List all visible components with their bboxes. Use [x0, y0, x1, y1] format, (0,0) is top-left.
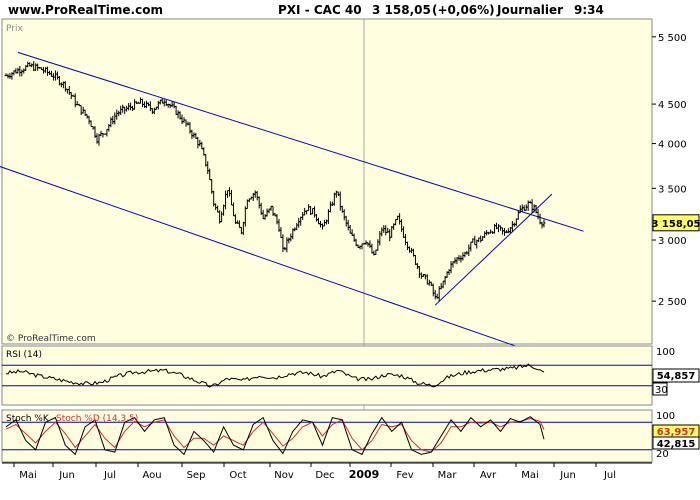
- quote-change: (+0,06%): [432, 3, 495, 17]
- x-tick-label: Nov: [274, 470, 294, 481]
- x-tick-label: Jul: [103, 470, 116, 481]
- x-tick-label: Sep: [187, 470, 206, 481]
- x-tick-label: Aou: [142, 470, 161, 481]
- x-tick-label: Mar: [438, 470, 458, 481]
- price-panel-label: Prix: [6, 24, 23, 34]
- stoch-d-label: Stoch %D (14,3,5): [56, 414, 138, 424]
- price-tick-label: 2 500: [658, 297, 687, 308]
- trendline-upper-channel: [17, 51, 584, 232]
- last-price-label: 3 158,05: [651, 219, 700, 230]
- x-tick-label: Oct: [229, 470, 246, 481]
- x-tick-label: Mai: [521, 470, 539, 481]
- stoch-k-label: Stoch %K: [6, 414, 50, 424]
- ohlc-bar: [542, 219, 546, 228]
- last-price-box: [652, 214, 700, 232]
- stoch-k-box: [652, 436, 700, 450]
- instrument-name: PXI - CAC 40: [278, 3, 362, 17]
- x-tick-label: Fev: [396, 470, 413, 481]
- x-tick-label: Avr: [480, 470, 497, 481]
- price-tick-label: 3 500: [658, 184, 687, 195]
- price-tick-label: 4 000: [658, 140, 687, 151]
- rsi-panel: RSI (14) 100 54,857 30: [1, 345, 700, 406]
- time-label: 9:34: [574, 3, 604, 17]
- x-axis: Mai Jun Jul Aou Sep Oct Nov Dec 2009 Fev Mar Avr Mai…: [2, 462, 652, 481]
- period-label: Journalier: [496, 3, 563, 17]
- rsi-panel-label: RSI (14): [6, 350, 42, 360]
- stoch-tick-label: 20: [656, 449, 669, 460]
- quote-value: 3 158,05: [372, 3, 431, 17]
- watermark-label: © ProRealTime.com: [6, 334, 96, 344]
- x-tick-label: Dec: [315, 470, 334, 481]
- rsi-line: [5, 363, 545, 388]
- stoch-plot-area: [1, 409, 653, 463]
- stoch-d-line: [5, 417, 545, 453]
- price-tick-label: 3 000: [658, 236, 687, 247]
- rsi-tick-label: 100: [656, 347, 675, 358]
- trendline-lower-channel: [0, 166, 564, 364]
- price-panel: 2 500 3 000 3 500 4 000 4 500 5 500 Prix © ProR…: [0, 18, 700, 462]
- x-tick-label: Jun: [559, 470, 576, 481]
- price-tick-label: 5 500: [658, 33, 687, 44]
- site-title[interactable]: www.ProRealTime.com: [8, 3, 163, 17]
- rsi-last-box: [652, 368, 700, 383]
- rsi-last-label: 54,857: [657, 371, 696, 382]
- stoch-tick-label: 100: [656, 411, 675, 422]
- stoch-k-line: [5, 416, 545, 456]
- rsi-30-box: [652, 382, 668, 396]
- price-plot-area: [1, 18, 653, 345]
- x-tick-label: 2009: [349, 468, 380, 481]
- x-tick-label: Mai: [19, 470, 37, 481]
- rsi-tick-label: 30: [655, 385, 668, 396]
- stochastic-panel: Stoch %K Stoch %D (14,3,5) 100 63,95742,815…: [1, 409, 700, 463]
- stoch-d-last-label: 63,957: [657, 427, 696, 438]
- stoch-k-last-label: 42,815: [657, 439, 696, 450]
- x-tick-label: Jul: [603, 470, 616, 481]
- price-tick-label: 4 500: [658, 100, 687, 111]
- x-tick-label: Jun: [58, 470, 75, 481]
